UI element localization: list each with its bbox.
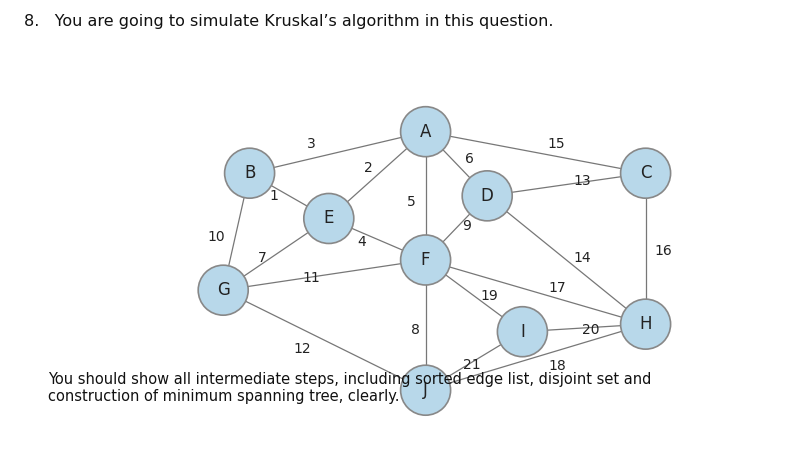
Text: B: B [244,164,255,182]
Text: F: F [421,251,430,269]
Text: 18: 18 [549,359,566,374]
Ellipse shape [225,148,274,198]
Text: 11: 11 [302,271,320,285]
Ellipse shape [401,365,450,415]
Text: J: J [423,381,428,399]
Text: You should show all intermediate steps, including sorted edge list, disjoint set: You should show all intermediate steps, … [48,372,651,404]
Text: 21: 21 [462,358,480,372]
Ellipse shape [498,307,547,357]
Text: 10: 10 [207,230,225,244]
Text: 13: 13 [574,174,591,188]
Ellipse shape [198,265,248,315]
Text: 8.   You are going to simulate Kruskal’s algorithm in this question.: 8. You are going to simulate Kruskal’s a… [24,14,554,29]
Ellipse shape [462,171,512,221]
Text: 6: 6 [465,152,474,166]
Ellipse shape [621,148,670,198]
Text: 9: 9 [462,219,470,233]
Text: I: I [520,323,525,341]
Ellipse shape [621,299,670,349]
Ellipse shape [401,235,450,285]
Text: D: D [481,187,494,205]
Text: 17: 17 [549,281,566,295]
Ellipse shape [401,106,450,157]
Text: 15: 15 [547,137,565,151]
Ellipse shape [304,194,354,243]
Text: 20: 20 [582,323,600,337]
Text: E: E [324,209,334,228]
Text: 2: 2 [364,161,373,174]
Text: H: H [639,315,652,333]
Text: 14: 14 [574,251,591,265]
Text: 16: 16 [654,244,672,257]
Text: G: G [217,281,230,299]
Text: 1: 1 [270,189,278,203]
Text: 4: 4 [357,235,366,249]
Text: 3: 3 [307,137,315,151]
Text: 7: 7 [258,251,266,265]
Text: 8: 8 [410,323,419,337]
Text: 5: 5 [407,195,416,208]
Text: 19: 19 [480,289,498,303]
Text: 12: 12 [294,341,311,356]
Text: C: C [640,164,651,182]
Text: A: A [420,123,431,140]
